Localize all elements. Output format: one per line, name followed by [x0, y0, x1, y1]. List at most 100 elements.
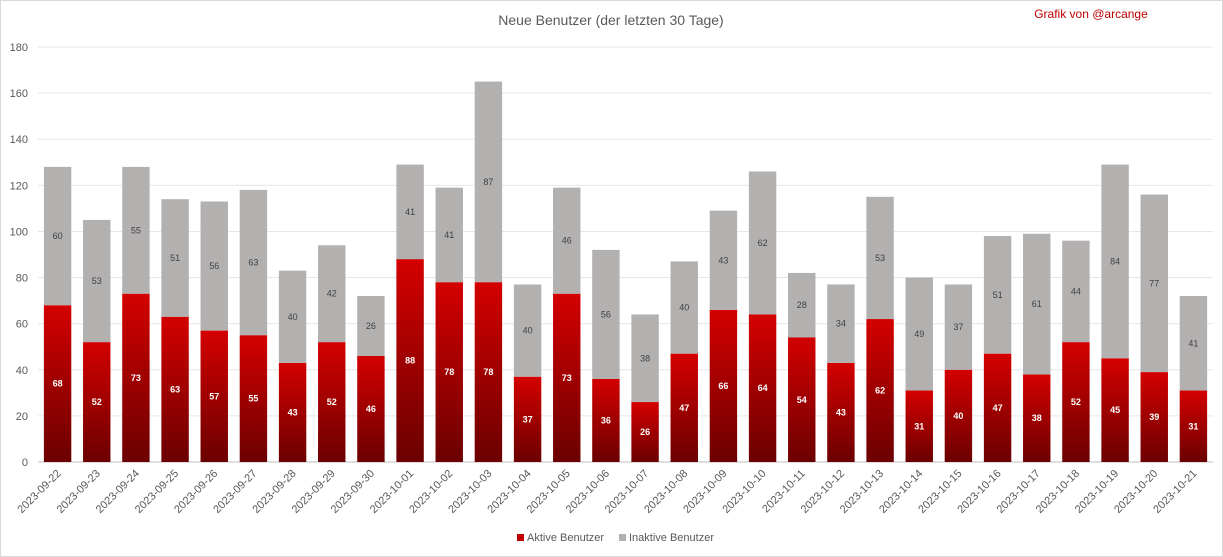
bar-inactive: [905, 277, 933, 391]
bar-active: [435, 282, 463, 462]
data-label-inactive: 38: [640, 353, 650, 363]
data-label-active: 47: [679, 403, 689, 413]
data-label-active: 36: [601, 416, 611, 426]
data-label-active: 64: [758, 383, 768, 393]
bar-active: [631, 402, 659, 462]
data-label-inactive: 26: [366, 321, 376, 331]
y-tick-label: 160: [10, 88, 28, 100]
data-label-active: 39: [1149, 412, 1159, 422]
data-label-active: 78: [483, 367, 493, 377]
bar-active: [983, 353, 1012, 462]
bar-inactive: [553, 187, 581, 294]
bar-inactive: [709, 210, 738, 310]
data-label-active: 46: [366, 404, 376, 414]
data-label-active: 47: [993, 403, 1003, 413]
data-label-active: 54: [797, 395, 807, 405]
bar-active: [553, 293, 581, 462]
data-label-inactive: 87: [483, 177, 493, 187]
bar-inactive: [592, 249, 620, 379]
legend-swatch-inactive: [619, 534, 626, 541]
bar-active: [905, 390, 933, 462]
y-tick-label: 120: [10, 180, 28, 192]
data-label-inactive: 42: [327, 289, 337, 299]
bar-active: [83, 342, 111, 462]
data-label-active: 63: [170, 384, 180, 394]
bar-active: [161, 316, 189, 462]
data-label-inactive: 46: [562, 236, 572, 246]
bar-inactive: [83, 219, 111, 343]
bar-active: [1062, 342, 1090, 462]
data-label-active: 52: [1071, 397, 1081, 407]
bar-inactive: [788, 272, 816, 338]
legend-label-active: Aktive Benutzer: [527, 532, 604, 544]
bar-inactive: [474, 81, 503, 283]
bar-inactive: [357, 296, 385, 356]
bar-inactive: [278, 270, 307, 363]
bar-active: [513, 376, 542, 462]
bar-active: [866, 319, 894, 462]
bar-inactive: [161, 199, 189, 317]
bar-inactive: [670, 261, 698, 354]
data-label-inactive: 41: [405, 207, 415, 217]
y-tick-label: 40: [16, 365, 28, 377]
bar-active: [318, 342, 346, 462]
y-tick-label: 20: [16, 411, 28, 423]
bar-inactive: [396, 164, 424, 260]
data-label-active: 78: [444, 367, 454, 377]
data-label-active: 68: [53, 379, 63, 389]
bar-inactive: [983, 236, 1012, 354]
bar-inactive: [318, 245, 346, 343]
data-label-active: 73: [131, 373, 141, 383]
bar-inactive: [1062, 240, 1090, 343]
data-label-active: 45: [1110, 405, 1120, 415]
bar-inactive: [1140, 194, 1168, 373]
data-label-inactive: 56: [601, 309, 611, 319]
bar-inactive: [827, 284, 855, 363]
y-tick-label: 60: [16, 319, 28, 331]
data-label-active: 43: [836, 407, 846, 417]
data-label-inactive: 49: [914, 329, 924, 339]
bar-active: [1101, 358, 1129, 462]
data-label-inactive: 28: [797, 300, 807, 310]
bar-inactive: [1101, 164, 1129, 359]
bar-active: [592, 379, 620, 462]
data-label-inactive: 44: [1071, 286, 1081, 296]
bar-inactive: [631, 314, 659, 403]
data-label-active: 26: [640, 427, 650, 437]
data-label-inactive: 61: [1032, 299, 1042, 309]
bar-active: [396, 259, 424, 462]
x-axis-ticks: 2023-09-222023-09-232023-09-242023-09-25…: [15, 468, 1199, 516]
legend-swatch-active: [517, 534, 524, 541]
data-label-active: 38: [1032, 413, 1042, 423]
bar-active: [200, 330, 228, 462]
data-label-inactive: 60: [53, 231, 63, 241]
bar-active: [278, 362, 307, 462]
y-tick-label: 0: [22, 457, 28, 469]
bar-active: [827, 362, 855, 462]
data-label-inactive: 63: [248, 258, 258, 268]
bar-inactive: [1023, 233, 1051, 375]
bar-inactive: [1179, 296, 1208, 391]
data-label-inactive: 62: [758, 238, 768, 248]
y-tick-label: 180: [10, 42, 28, 54]
data-label-active: 55: [248, 394, 258, 404]
bar-inactive: [513, 284, 542, 377]
bar-active: [1023, 374, 1051, 462]
bar-active: [709, 309, 738, 462]
data-label-inactive: 84: [1110, 256, 1120, 266]
data-label-inactive: 53: [92, 276, 102, 286]
legend: Aktive Benutzer Inaktive Benutzer: [517, 532, 714, 544]
bar-active: [748, 314, 777, 462]
y-tick-label: 100: [10, 226, 28, 238]
data-label-inactive: 37: [953, 322, 963, 332]
bar-active: [670, 353, 698, 462]
bars: 68 60 52 53 73 55 63 51 57 56 55 63 43 40 52 42 46 26 88 41…: [43, 81, 1208, 462]
data-label-active: 52: [327, 397, 337, 407]
bar-inactive: [748, 171, 777, 315]
bar-inactive: [43, 166, 72, 306]
y-tick-label: 80: [16, 273, 28, 285]
data-label-inactive: 56: [209, 261, 219, 271]
bar-inactive: [239, 189, 268, 336]
bar-inactive: [944, 284, 973, 370]
